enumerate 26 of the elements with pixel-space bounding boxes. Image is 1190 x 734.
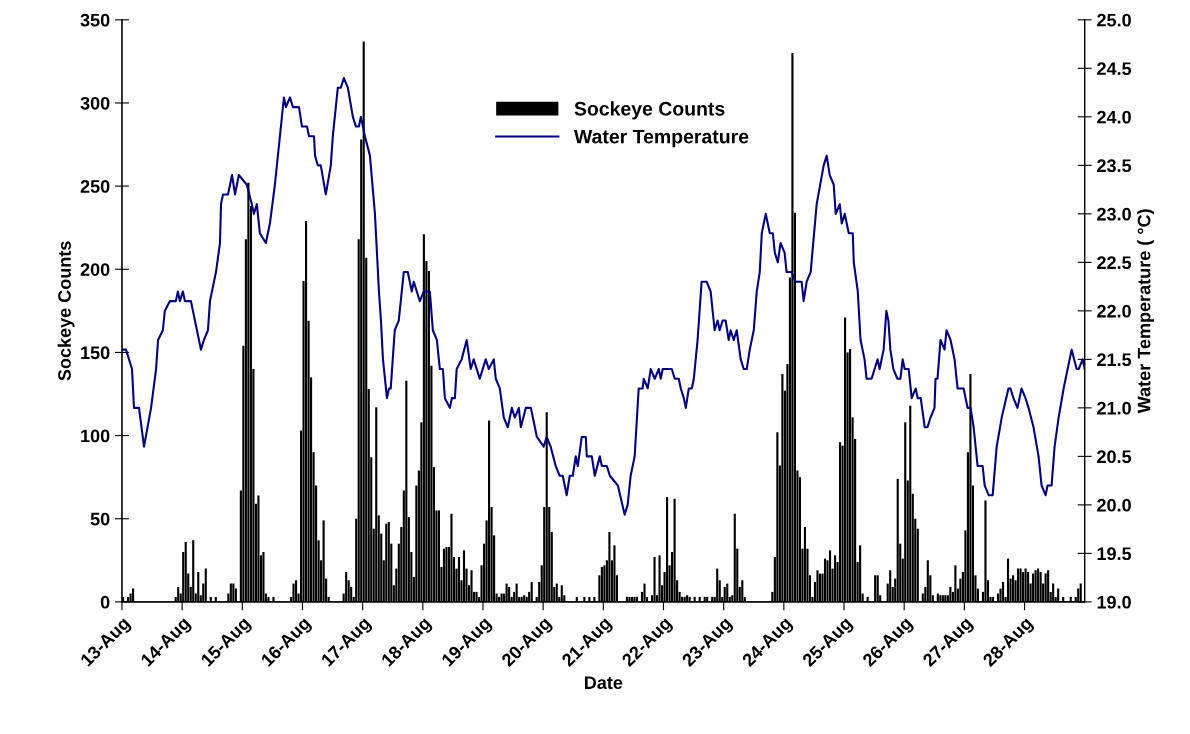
y2-tick-label: 19.5: [1097, 547, 1132, 561]
legend-label: Water Temperature: [573, 129, 749, 148]
y2-tick-label: 24.0: [1097, 110, 1131, 124]
y-tick-label: 350: [80, 13, 110, 27]
y-tick-label: 150: [81, 346, 110, 360]
y-tick-label: 250: [80, 180, 110, 193]
x-axis-title: Date: [584, 676, 623, 690]
legend-label: Sockeye Counts: [574, 101, 725, 120]
y2-tick-label: 21.5: [1097, 353, 1132, 367]
y2-tick-label: 20.0: [1097, 498, 1131, 512]
y-tick-label: 100: [81, 429, 110, 443]
y-tick-label: 200: [80, 263, 110, 276]
y2-tick-label: 19.0: [1097, 595, 1131, 609]
y2-tick-label: 24.5: [1097, 62, 1132, 76]
y2-tick-label: 22.0: [1097, 304, 1131, 318]
y-axis-title: Sockeye Counts: [57, 241, 75, 381]
y-tick-label: 300: [80, 96, 110, 110]
y2-tick-label: 20.5: [1097, 450, 1132, 464]
y2-tick-label: 21.0: [1097, 401, 1131, 415]
y2-axis-title: Water Temperature ( °C): [1137, 209, 1155, 414]
y-tick-label: 50: [90, 512, 110, 526]
y2-tick-label: 23.5: [1097, 159, 1132, 173]
y2-tick-label: 25.0: [1097, 13, 1131, 27]
y-tick-label: 0: [100, 595, 110, 609]
y2-tick-label: 22.5: [1097, 256, 1132, 270]
y2-tick-label: 23.0: [1097, 207, 1131, 221]
